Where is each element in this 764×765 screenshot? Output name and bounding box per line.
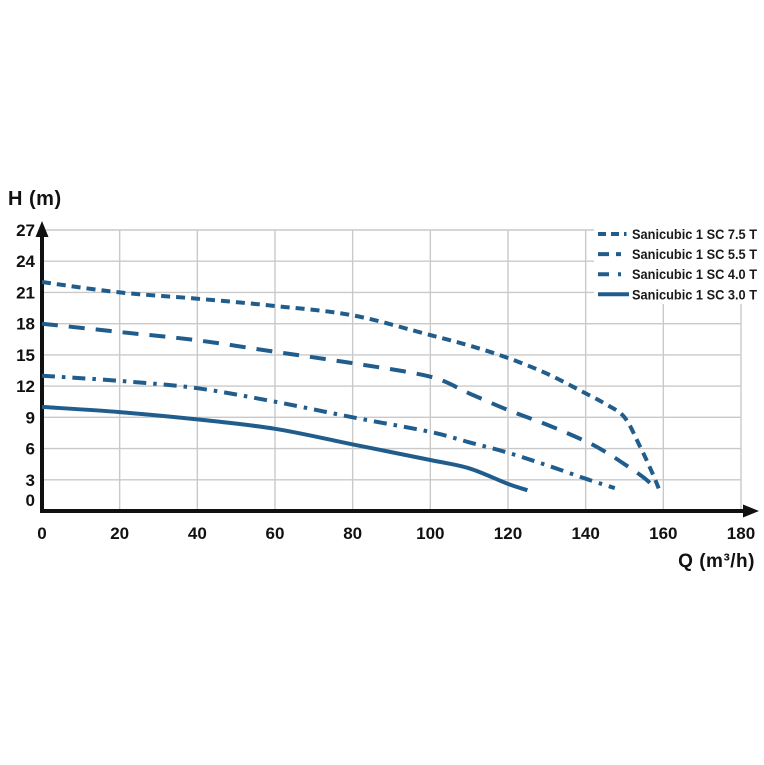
y-tick-label-24: 24: [16, 252, 35, 271]
y-tick-label-21: 21: [16, 283, 35, 302]
legend: Sanicubic 1 SC 7.5 T Sanicubic 1 SC 5.5 T…: [598, 227, 758, 302]
legend-item-sanicubic-1-sc-4-0-t: Sanicubic 1 SC 4.0 T: [598, 267, 758, 282]
y-axis-title: H (m): [8, 188, 62, 210]
x-axis-arrowhead: [743, 504, 759, 518]
x-tick-label-120: 120: [494, 524, 522, 543]
y-tick-label-15: 15: [16, 346, 35, 365]
x-tick-label-180: 180: [727, 524, 755, 543]
y-tick-label-27: 27: [16, 221, 35, 240]
curve-sanicubic-1-sc-3-0-t: [41, 404, 529, 493]
x-tick-label-100: 100: [416, 524, 444, 543]
curve-sanicubic-1-sc-7-5-t: [41, 280, 662, 491]
x-tick-label-60: 60: [266, 524, 285, 543]
legend-label-sanicubic-1-sc-3-0-t: Sanicubic 1 SC 3.0 T: [632, 287, 758, 302]
curve-sanicubic-1-sc-5-5-t: [41, 321, 659, 492]
legend-label-sanicubic-1-sc-4-0-t: Sanicubic 1 SC 4.0 T: [632, 267, 758, 282]
y-tick-label-9: 9: [26, 408, 35, 427]
legend-background: [594, 223, 764, 304]
x-tick-label-40: 40: [188, 524, 207, 543]
x-tick-label-20: 20: [110, 524, 129, 543]
y-tick-label-6: 6: [26, 440, 35, 459]
y-tick-label-18: 18: [16, 315, 35, 334]
x-tick-label-0: 0: [37, 524, 46, 543]
y-tick-label-0: 0: [26, 491, 35, 510]
legend-label-sanicubic-1-sc-5-5-t: Sanicubic 1 SC 5.5 T: [632, 247, 758, 262]
y-tick-label-3: 3: [26, 471, 35, 490]
x-axis-title: Q (m³/h): [678, 551, 755, 572]
legend-item-sanicubic-1-sc-3-0-t: Sanicubic 1 SC 3.0 T: [598, 287, 758, 302]
y-tick-label-12: 12: [16, 377, 35, 396]
x-tick-label-140: 140: [571, 524, 599, 543]
x-tick-label-160: 160: [649, 524, 677, 543]
x-tick-label-80: 80: [343, 524, 362, 543]
legend-label-sanicubic-1-sc-7-5-t: Sanicubic 1 SC 7.5 T: [632, 227, 758, 242]
curves: [41, 280, 662, 493]
y-axis-arrowhead: [35, 221, 49, 237]
curve-sanicubic-1-sc-4-0-t: [41, 373, 616, 491]
legend-item-sanicubic-1-sc-5-5-t: Sanicubic 1 SC 5.5 T: [598, 247, 758, 262]
legend-item-sanicubic-1-sc-7-5-t: Sanicubic 1 SC 7.5 T: [598, 227, 758, 242]
